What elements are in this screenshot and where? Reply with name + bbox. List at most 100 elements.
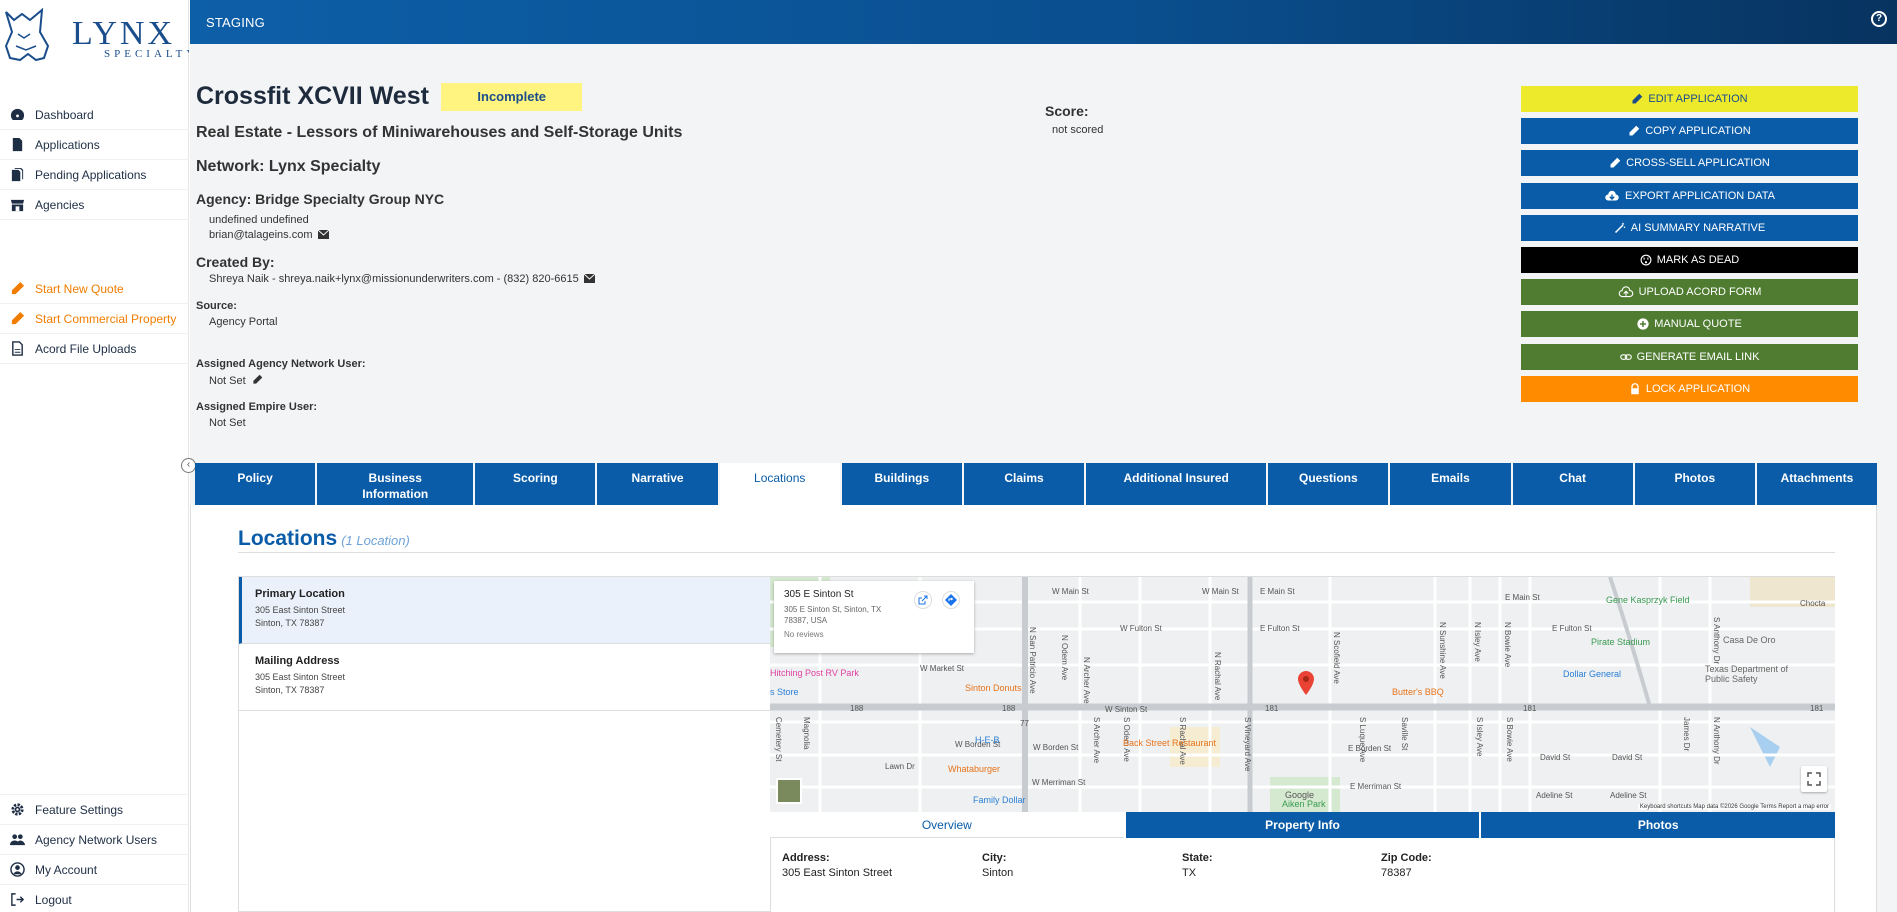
- lynx-logo[interactable]: LYNX SPECIALTY: [0, 0, 194, 66]
- fullscreen-icon[interactable]: [1801, 766, 1827, 792]
- button-label: CROSS-SELL APPLICATION: [1626, 157, 1770, 170]
- map-poi[interactable]: Sinton Donuts: [965, 683, 1022, 693]
- tab-emails[interactable]: Emails: [1390, 463, 1511, 505]
- street-label: Adeline St: [1610, 791, 1647, 800]
- street-label: W Main St: [1052, 587, 1089, 596]
- dead-face-icon: [1640, 254, 1652, 266]
- sidebar-item-pending-applications[interactable]: Pending Applications: [0, 160, 189, 190]
- sidebar-item-agency-network-users[interactable]: Agency Network Users: [0, 825, 189, 855]
- manual-quote-button[interactable]: MANUAL QUOTE: [1521, 311, 1858, 338]
- map-poi[interactable]: Pirate Stadium: [1591, 637, 1651, 647]
- sidebar-item-my-account[interactable]: My Account: [0, 855, 189, 885]
- copy-application-button[interactable]: COPY APPLICATION: [1521, 118, 1858, 145]
- street-label: N Sunshine Ave: [1438, 622, 1447, 679]
- sidebar-item-applications[interactable]: Applications: [0, 130, 189, 160]
- street-label: S Archer Ave: [1092, 717, 1101, 764]
- edit-application-button[interactable]: EDIT APPLICATION: [1521, 86, 1858, 112]
- tab-policy[interactable]: Policy: [195, 463, 316, 505]
- tab-overview[interactable]: Overview: [770, 812, 1124, 838]
- detail-value: 78387: [1381, 867, 1412, 879]
- pencil-icon: [1609, 157, 1621, 169]
- map-poi[interactable]: Aiken Park: [1282, 799, 1326, 809]
- sidebar-item-dashboard[interactable]: Dashboard: [0, 100, 189, 130]
- ai-summary-narrative-button[interactable]: AI SUMMARY NARRATIVE: [1521, 214, 1858, 241]
- sidebar-item-acord-file-uploads[interactable]: Acord File Uploads: [0, 334, 189, 364]
- map-poi[interactable]: Texas Department of Public Safety: [1705, 664, 1789, 684]
- source-value: Agency Portal: [209, 316, 278, 328]
- external-link-icon[interactable]: [914, 591, 932, 609]
- sidebar-item-logout[interactable]: Logout: [0, 885, 189, 912]
- map-poi[interactable]: Butter's BBQ: [1392, 687, 1444, 697]
- sidebar-item-agencies[interactable]: Agencies: [0, 190, 189, 220]
- export-application-data-button[interactable]: EXPORT APPLICATION DATA: [1521, 182, 1858, 209]
- location-name: Mailing Address: [255, 655, 340, 667]
- map-poi[interactable]: Gene Kasprzyk Field: [1606, 595, 1690, 605]
- detail-label: Address:: [782, 852, 830, 864]
- map-poi[interactable]: Family Dollar: [973, 795, 1026, 805]
- tab-claims[interactable]: Claims: [963, 463, 1085, 505]
- tab-chat[interactable]: Chat: [1512, 463, 1633, 505]
- google-logo: Google: [1285, 790, 1315, 800]
- map-poi[interactable]: H-E-B: [975, 735, 1000, 745]
- map-poi[interactable]: Back Street Restaurant: [1123, 738, 1217, 748]
- agency-contact-email[interactable]: brian@talageins.com: [209, 229, 313, 241]
- cloud-download-icon: [1604, 190, 1620, 202]
- question-circle-icon[interactable]: ?: [1871, 11, 1887, 27]
- map-poi[interactable]: s Store: [770, 687, 799, 697]
- user-circle-icon: [8, 862, 26, 878]
- tab-buildings[interactable]: Buildings: [841, 463, 962, 505]
- envelope-icon[interactable]: [583, 273, 596, 286]
- button-label: UPLOAD ACORD FORM: [1638, 286, 1762, 299]
- link-icon: [1619, 351, 1632, 363]
- tab-scoring[interactable]: Scoring: [475, 463, 596, 505]
- tab-property-info[interactable]: Property Info: [1125, 812, 1480, 838]
- list-item[interactable]: Mailing Address 305 East Sinton Street S…: [239, 644, 770, 711]
- tab-photos[interactable]: Photos: [1634, 463, 1755, 505]
- street-label: N Isley Ave: [1473, 622, 1482, 662]
- created-by-row: Shreya Naik - shreya.naik+lynx@missionun…: [209, 273, 596, 286]
- map-pin-icon[interactable]: [1298, 671, 1314, 695]
- highway-shield: 181: [1265, 704, 1279, 713]
- street-label: Lawn Dr: [885, 762, 915, 771]
- tab-attachments[interactable]: Attachments: [1756, 463, 1878, 505]
- sidebar-item-start-commercial-property[interactable]: Start Commercial Property: [0, 304, 189, 334]
- sidebar-item-feature-settings[interactable]: Feature Settings: [0, 795, 189, 825]
- sidebar-item-label: Logout: [35, 892, 72, 907]
- button-label: GENERATE EMAIL LINK: [1636, 350, 1760, 363]
- upload-acord-form-button[interactable]: UPLOAD ACORD FORM: [1521, 279, 1858, 306]
- envelope-icon[interactable]: [317, 229, 329, 242]
- street-label: N Archer Ave: [1082, 657, 1091, 704]
- detail-address: Address: 305 East Sinton Street: [782, 852, 892, 879]
- tab-business-information[interactable]: Business Information: [317, 463, 474, 505]
- sidebar-item-label: Start Commercial Property: [35, 311, 177, 326]
- street-label: E Fulton St: [1552, 624, 1592, 633]
- location-map[interactable]: W Main St W Main St E Main St E Main St …: [770, 576, 1835, 812]
- detail-label: Zip Code:: [1381, 852, 1432, 864]
- pencil-icon[interactable]: [252, 374, 263, 388]
- tab-questions[interactable]: Questions: [1268, 463, 1389, 505]
- tab-location-photos[interactable]: Photos: [1481, 812, 1836, 838]
- cross-sell-application-button[interactable]: CROSS-SELL APPLICATION: [1521, 150, 1858, 177]
- map-poi[interactable]: Whataburger: [948, 764, 1001, 774]
- directions-icon[interactable]: [942, 591, 960, 609]
- sidebar-item-start-new-quote[interactable]: Start New Quote: [0, 274, 189, 304]
- map-poi[interactable]: Dollar General: [1563, 669, 1622, 679]
- map-poi[interactable]: Casa De Oro: [1723, 635, 1776, 645]
- tab-narrative[interactable]: Narrative: [597, 463, 718, 505]
- tab-locations[interactable]: Locations: [719, 463, 840, 505]
- street-label: Saville St: [1400, 717, 1409, 751]
- mark-as-dead-button[interactable]: MARK AS DEAD: [1521, 246, 1858, 273]
- location-city-line: Sinton, TX 78387: [255, 685, 325, 695]
- map-poi[interactable]: Hitching Post RV Park: [770, 668, 859, 678]
- gear-icon: [8, 802, 26, 818]
- sidebar-item-label: Agencies: [35, 197, 85, 212]
- lock-application-button[interactable]: LOCK APPLICATION: [1521, 375, 1858, 402]
- generate-email-link-button[interactable]: GENERATE EMAIL LINK: [1521, 343, 1858, 370]
- lock-icon: [1629, 382, 1641, 395]
- map-satellite-toggle[interactable]: [776, 778, 802, 804]
- tab-additional-insured[interactable]: Additional Insured: [1086, 463, 1267, 505]
- map-attribution[interactable]: Keyboard shortcuts Map data ©2026 Google…: [1637, 804, 1831, 810]
- street-label: W Sinton St: [1105, 705, 1148, 714]
- collapse-sidebar-button[interactable]: ‹: [181, 458, 196, 473]
- list-item[interactable]: Primary Location 305 East Sinton Street …: [239, 577, 770, 644]
